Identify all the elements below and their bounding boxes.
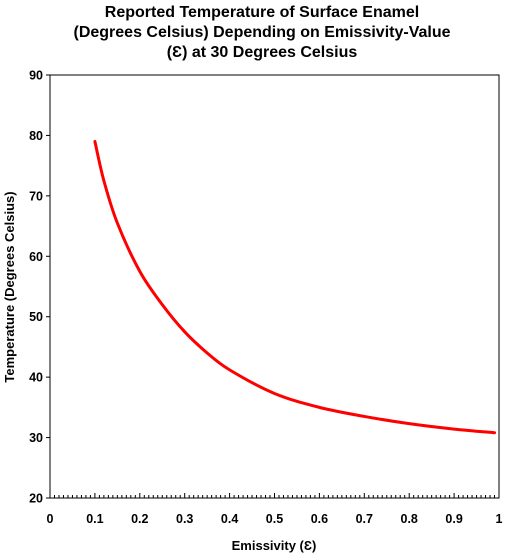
chart-title-line-3: (Ɛ) at 30 Degrees Celsius [167,44,358,61]
y-axis: 20 30 40 50 60 70 80 90 [29,69,50,506]
x-tick-label: 0.1 [86,512,103,526]
y-tick-label: 30 [29,431,43,445]
x-tick-label: 0.6 [311,512,328,526]
y-tick-label: 60 [29,250,43,264]
y-tick-label: 40 [29,371,43,385]
y-tick-label: 20 [29,492,43,506]
x-tick-label: 0.7 [356,512,373,526]
x-tick-label: 0.8 [401,512,418,526]
y-tick-label: 80 [29,129,43,143]
x-axis: 0 0.1 0.2 0.3 0.4 0.5 0.6 0.7 0.8 0.9 1 [47,493,503,526]
x-tick-label: 0.5 [266,512,283,526]
chart-title-line-2: (Degrees Celsius) Depending on Emissivit… [74,24,451,41]
x-tick-label: 1 [496,512,503,526]
y-tick-label: 70 [29,189,43,203]
x-tick-label: 0.3 [176,512,193,526]
chart-title-line-1: Reported Temperature of Surface Enamel [105,4,419,21]
series-layer [93,139,497,435]
series-line-0 [93,139,497,435]
y-tick-label: 50 [29,310,43,324]
x-tick-label: 0.9 [445,512,462,526]
y-tick-label: 90 [29,69,43,83]
x-axis-label: Emissivity (Ɛ) [232,538,317,553]
plot-area [49,74,500,499]
x-tick-label: 0.4 [221,512,238,526]
x-tick-label: 0.2 [131,512,148,526]
y-axis-label: Temperature (Degrees Celsius) [2,191,17,382]
x-tick-label: 0 [47,512,54,526]
